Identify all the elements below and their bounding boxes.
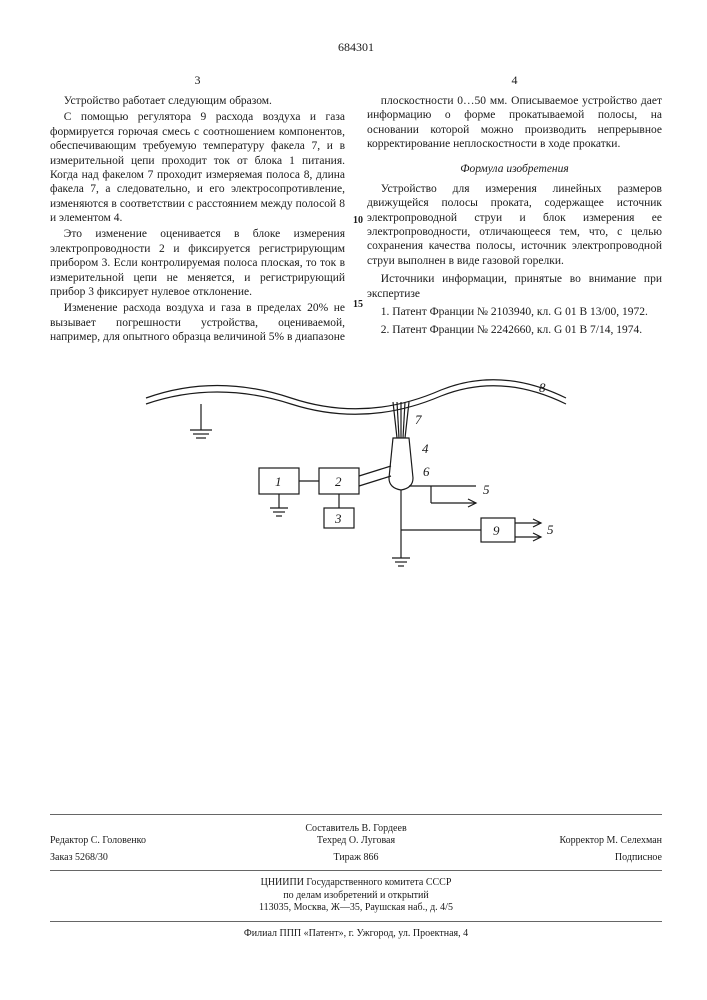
text-columns: 3 Устройство работает следующим образом.… [50,73,662,346]
diagram-label: 4 [422,441,429,456]
reference: 2. Патент Франции № 2242660, кл. G 01 B … [367,323,662,337]
diagram-label: 5 [547,522,554,537]
org-line: ЦНИИПИ Государственного комитета СССР [50,877,662,890]
org-line: по делам изобретений и открытий [50,890,662,903]
body-text: Устройство работает следующим образом. [50,94,345,108]
claim-heading: Формула изобретения [367,162,662,176]
composer: Составитель В. Гордеев [50,823,662,836]
schematic-diagram: 1 2 3 4 5 5 6 7 8 9 [141,368,571,608]
body-text: Изменение расхода воздуха и газа в преде… [50,301,345,344]
diagram-label: 5 [483,482,490,497]
imprint-footer: Составитель В. Гордеев Редактор С. Голов… [50,814,662,941]
diagram-label: 7 [415,412,422,427]
techred: Техред О. Луговая [254,835,458,848]
tirazh: Тираж 866 [254,852,458,865]
line-number: 15 [353,299,363,312]
diagram-label: 2 [335,474,342,489]
editor: Редактор С. Головенко [50,835,254,848]
subscription: Подписное [458,852,662,865]
address: 113035, Москва, Ж—35, Раушская наб., д. … [50,902,662,915]
diagram-label: 8 [539,380,546,395]
reference: 1. Патент Франции № 2103940, кл. G 01 B … [367,305,662,319]
diagram-label: 6 [423,464,430,479]
patent-number: 684301 [50,40,662,55]
order-number: Заказ 5268/30 [50,852,254,865]
line-number: 10 [353,215,363,228]
body-text: С помощью регулятора 9 расхода воздуха и… [50,110,345,225]
body-text: плоскостности 0…50 мм. Описываемое устро… [367,94,662,152]
diagram-label: 3 [334,511,342,526]
diagram-label: 9 [493,523,500,538]
left-column: 3 Устройство работает следующим образом.… [50,73,345,346]
right-column: 4 плоскостности 0…50 мм. Описываемое уст… [367,73,662,346]
diagram-label: 1 [275,474,282,489]
corrector: Корректор М. Селехман [458,835,662,848]
refs-heading: Источники информации, принятые во вниман… [367,272,662,301]
address: Филиал ППП «Патент», г. Ужгород, ул. Про… [50,928,662,941]
col-num-left: 3 [50,73,345,88]
claim-text: Устройство для измерения линейных размер… [367,182,662,268]
col-num-right: 4 [367,73,662,88]
body-text: Это изменение оценивается в блоке измере… [50,227,345,299]
